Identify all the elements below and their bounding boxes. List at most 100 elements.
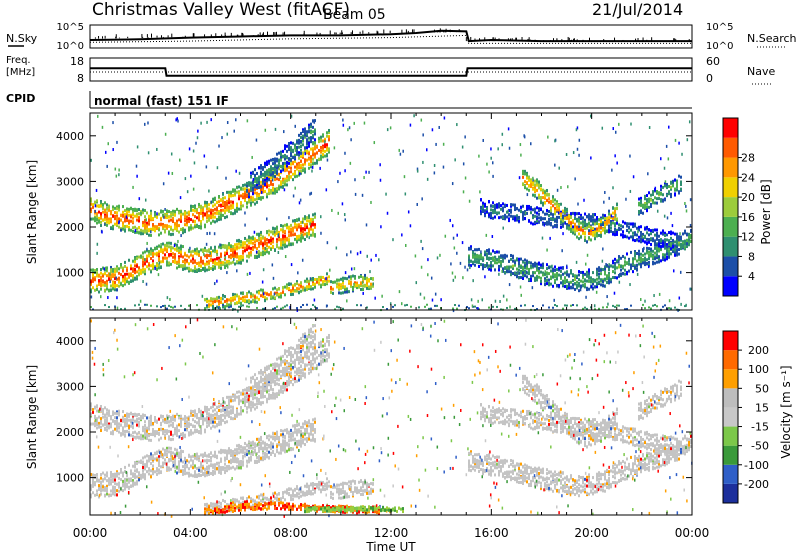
power-cell	[292, 226, 294, 230]
power-cell	[616, 276, 618, 280]
power-cell	[258, 254, 260, 258]
power-cell	[342, 278, 344, 282]
power-cell	[522, 268, 524, 272]
power-cell	[258, 166, 260, 170]
power-speckle	[678, 141, 680, 145]
power-cell	[648, 238, 650, 242]
power-cell	[664, 256, 666, 260]
power-cell	[216, 219, 218, 223]
power-cell	[230, 296, 232, 300]
power-cell	[196, 216, 198, 220]
power-speckle	[192, 187, 195, 191]
power-cell	[144, 230, 146, 234]
power-cell	[522, 260, 524, 264]
power-cell	[212, 305, 214, 308]
power-cell	[424, 305, 426, 308]
power-cell	[176, 248, 178, 252]
power-cell	[252, 183, 254, 187]
power-cell	[112, 227, 114, 231]
power-cell	[352, 274, 354, 278]
power-cell	[486, 252, 488, 256]
power-cell	[556, 200, 558, 204]
power-cell	[314, 129, 316, 133]
power-cell	[218, 302, 220, 306]
power-cell	[150, 227, 152, 231]
power-cell	[216, 211, 218, 215]
power-cell	[628, 269, 630, 273]
power-cell	[608, 280, 610, 284]
power-cell	[228, 201, 230, 205]
power-cell	[298, 161, 300, 165]
power-speckle	[179, 196, 182, 200]
power-cell	[158, 259, 160, 263]
power-cell	[574, 227, 576, 231]
power-cell	[534, 214, 536, 218]
power-cell	[522, 214, 524, 218]
power-cell	[108, 277, 110, 281]
power-cell	[262, 307, 264, 310]
power-cell	[132, 220, 134, 224]
power-cell	[300, 237, 302, 241]
power-cell	[178, 263, 180, 267]
power-cell	[270, 230, 272, 234]
power-speckle	[426, 177, 429, 181]
power-cell	[316, 159, 318, 163]
power-cell	[664, 246, 666, 250]
power-cell	[164, 253, 166, 257]
power-cell	[536, 179, 538, 183]
power-cell	[502, 267, 504, 271]
power-cell	[282, 154, 284, 158]
power-cell	[208, 299, 210, 303]
power-speckle	[566, 264, 568, 268]
power-cell	[614, 230, 616, 234]
power-cell	[644, 236, 646, 240]
power-cell	[336, 278, 338, 282]
power-cell	[122, 221, 124, 225]
power-cell	[656, 197, 658, 201]
power-cell	[562, 217, 564, 221]
power-cell	[632, 236, 634, 240]
power-cell	[484, 253, 486, 257]
power-cell	[572, 220, 574, 224]
power-cell	[284, 183, 286, 187]
power-cell	[482, 256, 484, 260]
power-cell	[100, 220, 102, 224]
power-cell	[236, 206, 238, 210]
power-cell	[106, 287, 108, 291]
power-cell	[488, 249, 490, 253]
power-cell	[656, 201, 658, 205]
power-cell	[104, 210, 106, 214]
power-cell	[270, 168, 272, 172]
power-cell	[540, 217, 542, 221]
power-cell	[294, 146, 296, 150]
power-cell	[310, 285, 312, 289]
power-cell	[130, 274, 132, 278]
power-cell	[284, 177, 286, 181]
power-cell	[232, 189, 234, 193]
power-cell	[246, 259, 248, 263]
power-speckle	[464, 265, 466, 269]
power-cell	[238, 261, 240, 265]
power-cell	[436, 304, 438, 307]
power-cell	[100, 271, 102, 275]
freq-label-line1: Freq.	[6, 55, 31, 66]
power-cell	[668, 231, 670, 235]
power-cell	[566, 209, 568, 213]
power-cell	[268, 188, 270, 192]
power-cell	[360, 284, 362, 288]
power-cell	[126, 268, 128, 272]
power-cell	[264, 178, 266, 182]
power-cell	[620, 256, 622, 260]
power-cell	[574, 232, 576, 236]
power-cell	[304, 232, 306, 236]
power-cell	[136, 264, 138, 268]
power-cell	[134, 276, 136, 280]
power-cell	[624, 272, 626, 276]
power-cell	[200, 248, 202, 252]
power-cell	[264, 299, 266, 303]
power-cell	[476, 248, 478, 252]
power-cell	[538, 216, 540, 220]
power-cell	[648, 257, 650, 261]
power-cell	[296, 240, 298, 244]
power-cell	[566, 280, 568, 284]
